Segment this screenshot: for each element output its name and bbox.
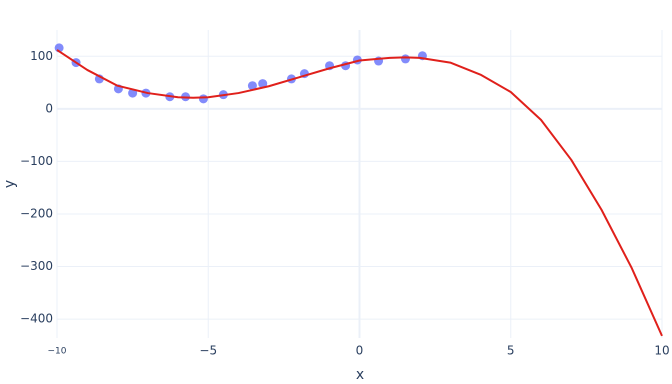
x-tick-label: 10 [654,344,669,358]
x-axis-title: x [356,367,364,383]
point [400,54,410,64]
y-tick-label: −400 [20,312,53,326]
y-tick-label: 0 [45,101,53,115]
fit-line [56,49,663,337]
x-tick-label: −10 [48,347,67,357]
y-tick-label: −200 [20,206,53,220]
y-tick-label: −100 [20,154,53,168]
point [247,81,257,91]
point [198,94,208,104]
y-axis-title: y [2,180,18,188]
x-tick-label: 0 [356,344,364,358]
x-tick-label: 5 [507,344,515,358]
x-tick-label: −5 [199,344,217,358]
y-tick-label: −300 [20,259,53,273]
y-tick-label: 100 [30,49,53,63]
point [54,43,64,53]
point [258,79,268,89]
